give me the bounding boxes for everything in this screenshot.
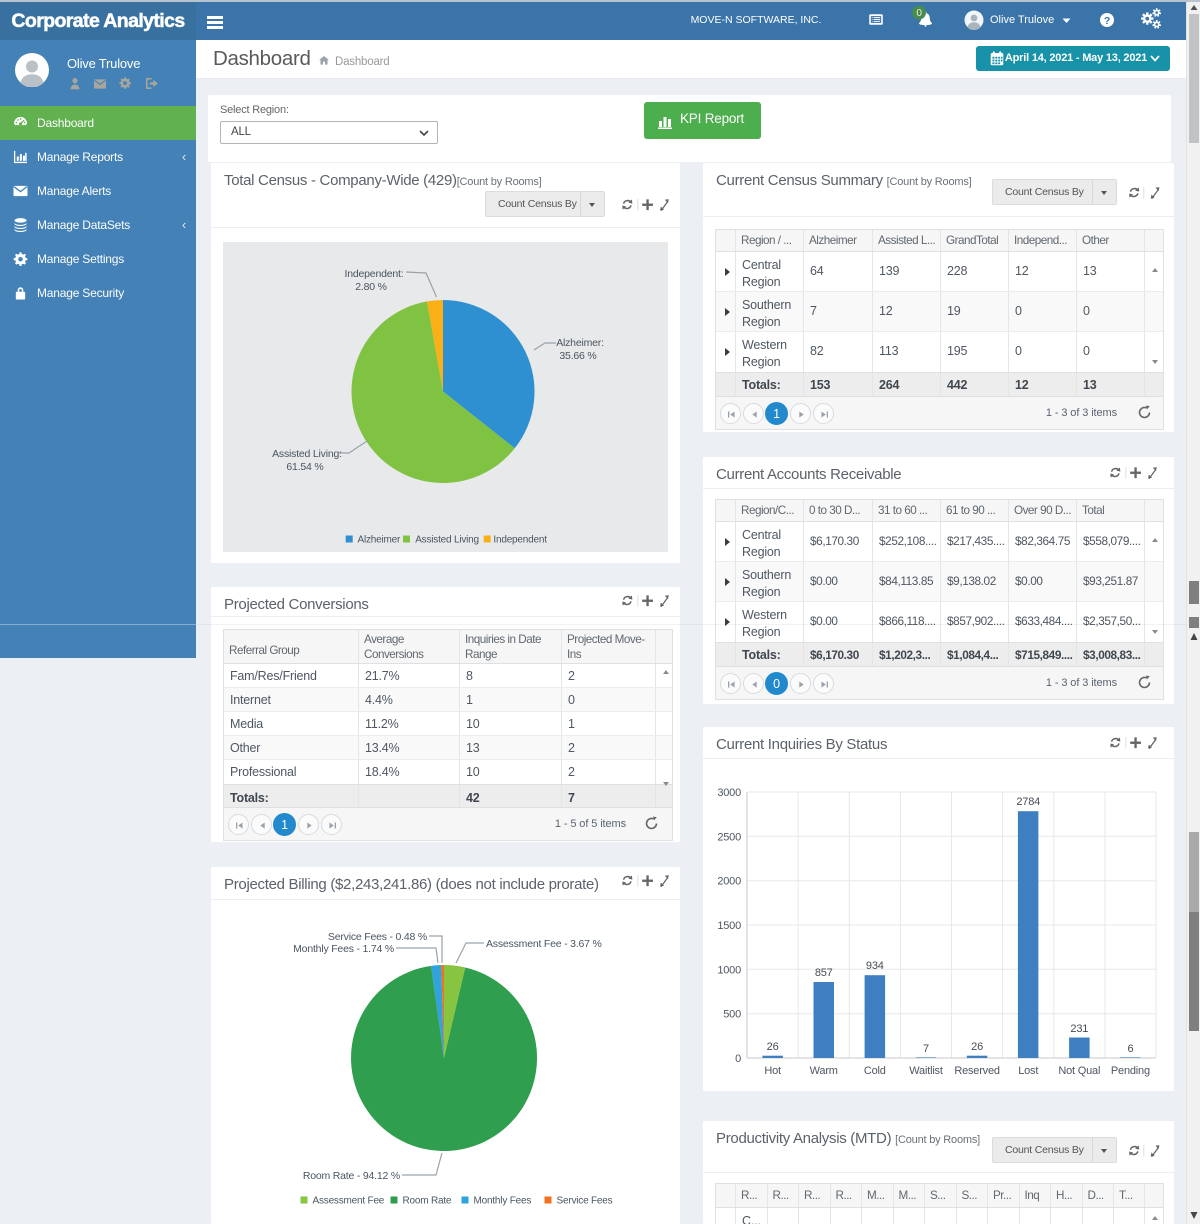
svg-text:Waitlist: Waitlist <box>909 1065 943 1077</box>
svg-text:Alzheimer: Alzheimer <box>358 535 402 546</box>
svg-text:3000: 3000 <box>717 787 741 799</box>
svg-text:Pending: Pending <box>1111 1065 1150 1077</box>
svg-text:Monthly Fees: Monthly Fees <box>474 1196 532 1207</box>
svg-text:2784: 2784 <box>1016 796 1040 808</box>
svg-text:0: 0 <box>735 1053 741 1065</box>
svg-text:35.66 %: 35.66 % <box>559 350 596 362</box>
svg-text:7: 7 <box>923 1043 929 1055</box>
svg-text:2000: 2000 <box>717 876 741 888</box>
svg-text:Assessment Fee: Assessment Fee <box>313 1196 385 1207</box>
svg-text:Reserved: Reserved <box>954 1065 1000 1077</box>
svg-text:2.80 %: 2.80 % <box>355 281 387 293</box>
svg-text:Cold: Cold <box>864 1065 886 1077</box>
svg-text:Room Rate - 94.12 %: Room Rate - 94.12 % <box>303 1170 400 1182</box>
svg-text:500: 500 <box>723 1009 741 1021</box>
svg-text:6: 6 <box>1127 1043 1133 1055</box>
svg-text:?: ? <box>1104 15 1110 27</box>
svg-text:Assessment Fee - 3.67 %: Assessment Fee - 3.67 % <box>486 938 602 950</box>
svg-text:1500: 1500 <box>717 920 741 932</box>
svg-text:Monthly Fees - 1.74 %: Monthly Fees - 1.74 % <box>293 943 394 955</box>
svg-text:Warm: Warm <box>810 1065 838 1077</box>
svg-text:Independent:: Independent: <box>345 268 404 280</box>
svg-text:26: 26 <box>971 1041 983 1053</box>
svg-text:61.54 %: 61.54 % <box>286 461 323 473</box>
svg-text:Service Fees: Service Fees <box>557 1196 613 1207</box>
svg-text:Alzheimer:: Alzheimer: <box>556 337 604 349</box>
svg-text:Not Qual: Not Qual <box>1058 1065 1100 1077</box>
svg-text:Room Rate: Room Rate <box>403 1196 452 1207</box>
svg-text:0: 0 <box>916 8 922 19</box>
svg-text:Lost: Lost <box>1018 1065 1038 1077</box>
svg-text:231: 231 <box>1070 1023 1088 1035</box>
svg-text:Hot: Hot <box>764 1065 781 1077</box>
svg-text:Assisted Living:: Assisted Living: <box>272 448 342 460</box>
svg-text:934: 934 <box>866 960 884 972</box>
svg-text:1000: 1000 <box>717 964 741 976</box>
svg-text:Assisted Living: Assisted Living <box>415 535 479 546</box>
svg-text:Independent: Independent <box>493 535 547 546</box>
svg-text:2500: 2500 <box>717 831 741 843</box>
svg-text:26: 26 <box>767 1041 779 1053</box>
svg-text:857: 857 <box>815 967 833 979</box>
svg-text:Service Fees - 0.48 %: Service Fees - 0.48 % <box>328 931 427 943</box>
